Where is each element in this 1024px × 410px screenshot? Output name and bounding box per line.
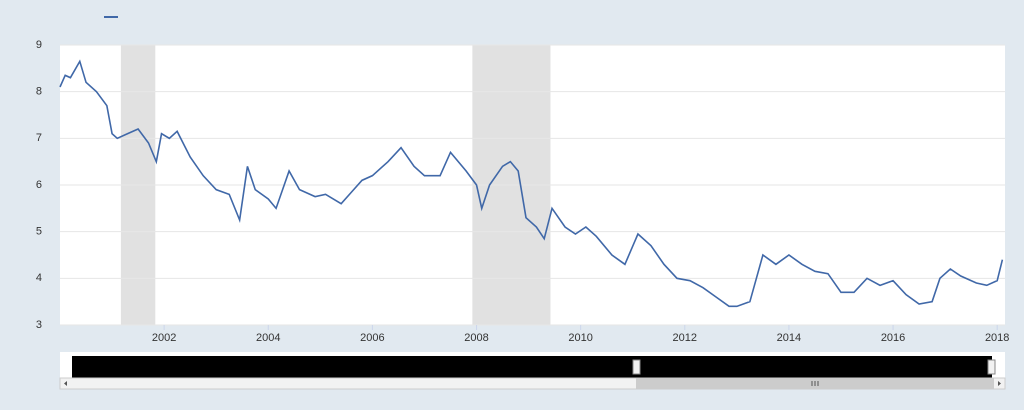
y-tick-label: 5 [36,226,42,238]
x-tick-label: 2018 [985,332,1009,344]
x-tick-label: 2014 [777,332,801,344]
y-tick-label: 4 [36,272,42,284]
y-tick-label: 6 [36,179,42,191]
scrollbar[interactable] [59,377,1006,390]
y-tick-label: 8 [36,86,42,98]
x-tick-label: 2010 [568,332,592,344]
x-tick-label: 2012 [673,332,697,344]
series-line [59,59,1004,308]
navigator-range[interactable] [72,356,992,378]
y-tick-label: 7 [36,132,42,144]
x-tick-label: 2004 [256,332,280,344]
x-tick-label: 2006 [360,332,384,344]
x-tick-label: 2008 [464,332,488,344]
y-tick-label: 9 [36,39,42,51]
x-tick-label: 2002 [152,332,176,344]
y-tick-label: 3 [36,319,42,331]
navigator-handle[interactable] [987,359,996,375]
navigator-handle[interactable] [632,359,641,375]
x-tick-label: 2016 [881,332,905,344]
scrollbar-grip [811,381,819,386]
